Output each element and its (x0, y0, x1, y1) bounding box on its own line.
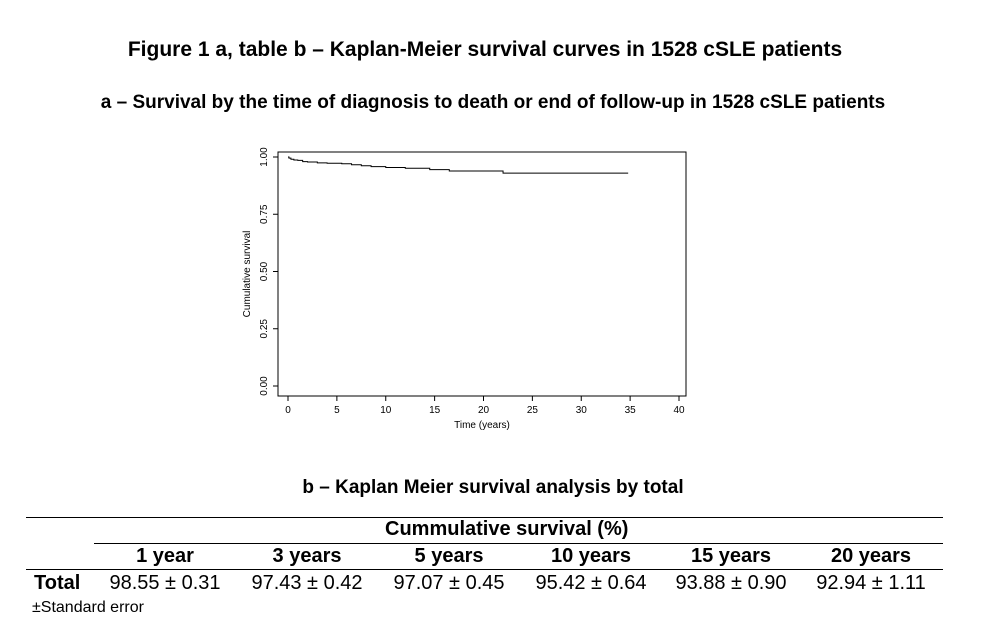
x-tick-label: 10 (380, 405, 392, 416)
cell-total-5-years: 97.07 ± 0.45 (393, 572, 505, 594)
cell-total-20-years: 92.94 ± 1.11 (816, 572, 926, 594)
x-tick-label: 5 (334, 405, 340, 416)
cell-total-1-year: 98.55 ± 0.31 (109, 572, 221, 594)
table-top-rule (26, 517, 943, 518)
cell-total-15-years: 93.88 ± 0.90 (675, 572, 787, 594)
table-group-rule (94, 543, 943, 544)
table-header-rule (26, 569, 943, 570)
x-tick-label: 0 (285, 405, 291, 416)
row-label-total: Total (34, 572, 81, 594)
column-header-20-years: 20 years (830, 545, 912, 567)
survival-curve (288, 156, 629, 174)
y-axis-label: Cumulative survival (242, 231, 253, 318)
y-tick-label: 1.00 (259, 147, 270, 167)
x-tick-label: 35 (625, 405, 637, 416)
column-header-10-years: 10 years (550, 545, 632, 567)
panel-a-title: a – Survival by the time of diagnosis to… (100, 92, 886, 113)
y-tick-label: 0.00 (259, 376, 270, 396)
column-header-1-year: 1 year (136, 545, 194, 567)
column-header-5-years: 5 years (414, 545, 484, 567)
x-tick-label: 20 (478, 405, 490, 416)
plot-frame (277, 151, 687, 397)
table-group-header: Cummulative survival (%) (385, 518, 629, 540)
x-tick-label: 25 (527, 405, 539, 416)
column-header-15-years: 15 years (690, 545, 772, 567)
panel-b-title: b – Kaplan Meier survival analysis by to… (302, 477, 684, 498)
figure-title: Figure 1 a, table b – Kaplan-Meier survi… (127, 38, 843, 61)
column-header-3-years: 3 years (272, 545, 342, 567)
y-tick-label: 0.50 (259, 261, 270, 281)
table-footnote: ±Standard error (32, 599, 144, 616)
cell-total-10-years: 95.42 ± 0.64 (535, 572, 647, 594)
y-tick-label: 0.25 (259, 319, 270, 339)
x-tick-label: 15 (429, 405, 441, 416)
km-survival-chart: 0 5 10 15 20 25 30 35 40 0.00 0.25 0.50 0.75 1.00 Time… (242, 147, 687, 431)
y-tick-label: 0.75 (259, 204, 270, 224)
cell-total-3-years: 97.43 ± 0.42 (251, 572, 363, 594)
x-tick-label: 30 (576, 405, 588, 416)
x-tick-label: 40 (673, 405, 685, 416)
x-axis-label: Time (years) (454, 420, 510, 431)
